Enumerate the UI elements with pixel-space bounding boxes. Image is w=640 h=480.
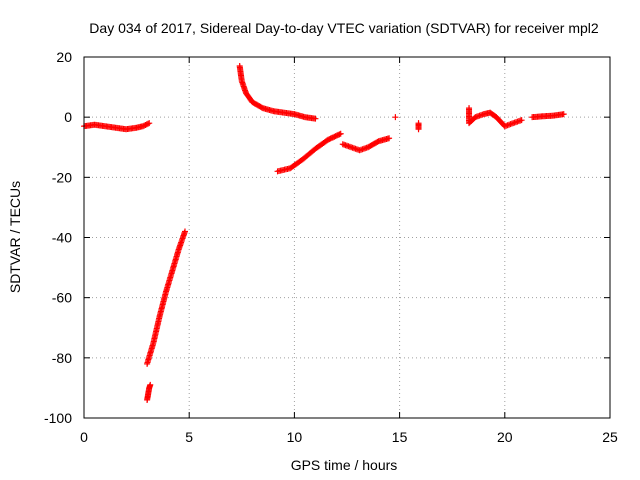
y-tick-label: -100 [44, 410, 72, 426]
data-point [560, 111, 567, 118]
data-point [337, 130, 344, 137]
data-point [181, 228, 188, 235]
y-tick-label: 20 [56, 49, 72, 65]
data-point [147, 381, 154, 388]
data-points [81, 63, 567, 403]
data-point [144, 120, 151, 127]
y-tick-label: -60 [52, 290, 72, 306]
x-tick-label: 15 [392, 429, 408, 445]
x-tick-label: 5 [185, 429, 193, 445]
y-tick-label: -80 [52, 350, 72, 366]
series-arc-5 [274, 130, 344, 175]
data-point [146, 120, 153, 127]
data-point [415, 126, 422, 133]
series-arc-3 [144, 228, 188, 367]
data-point [336, 131, 343, 138]
series-arc-4 [236, 63, 319, 122]
series-arc-10 [529, 111, 567, 121]
x-tick-label: 20 [497, 429, 513, 445]
y-tick-label: -20 [52, 169, 72, 185]
y-tick-label: 0 [64, 109, 72, 125]
data-point [392, 114, 399, 121]
x-tick-label: 0 [80, 429, 88, 445]
series-arc-8 [415, 120, 422, 133]
chart-title: Day 034 of 2017, Sidereal Day-to-day VTE… [89, 20, 599, 36]
data-point [518, 117, 525, 124]
x-axis-label: GPS time / hours [291, 457, 398, 473]
y-axis-label: SDTVAR / TECUs [7, 181, 23, 293]
axis-ticks [83, 56, 611, 419]
series-arc-7 [392, 114, 399, 121]
series-arc-2 [144, 381, 154, 403]
series-arc-9 [466, 105, 525, 130]
plot-frame [83, 56, 611, 419]
y-tick-label: -40 [52, 230, 72, 246]
tick-labels: 0 5 10 15 20 25 -100 -80 -60 -40 -20 0 20 [44, 49, 618, 445]
data-point [386, 135, 393, 142]
x-tick-label: 25 [602, 429, 618, 445]
x-tick-label: 10 [287, 429, 303, 445]
series-arc-1 [81, 120, 153, 133]
grid-lines [84, 57, 610, 418]
series-arc-6 [339, 135, 393, 154]
data-point [312, 115, 319, 122]
